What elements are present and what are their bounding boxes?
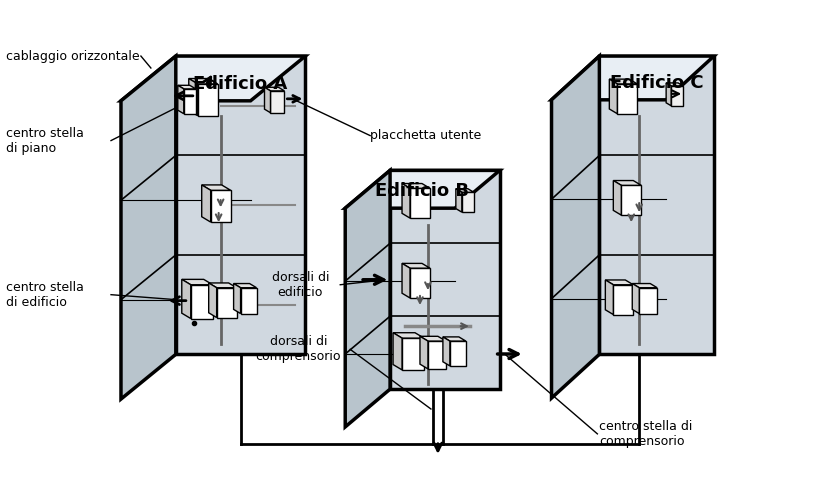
Polygon shape bbox=[606, 280, 633, 285]
Polygon shape bbox=[390, 171, 500, 389]
Polygon shape bbox=[202, 185, 230, 190]
Polygon shape bbox=[443, 337, 466, 341]
Text: centro stella di
comprensorio: centro stella di comprensorio bbox=[599, 420, 693, 448]
Polygon shape bbox=[609, 79, 637, 84]
Polygon shape bbox=[443, 337, 450, 366]
Polygon shape bbox=[462, 192, 474, 212]
Polygon shape bbox=[666, 83, 671, 106]
Polygon shape bbox=[271, 91, 285, 113]
Polygon shape bbox=[410, 188, 430, 218]
Polygon shape bbox=[188, 79, 217, 84]
Polygon shape bbox=[402, 338, 424, 370]
Polygon shape bbox=[402, 263, 430, 268]
Polygon shape bbox=[188, 79, 198, 116]
Text: Edificio B: Edificio B bbox=[375, 182, 469, 200]
Polygon shape bbox=[671, 86, 683, 106]
Polygon shape bbox=[184, 89, 196, 114]
Polygon shape bbox=[216, 288, 236, 318]
Polygon shape bbox=[345, 171, 500, 208]
Text: placchetta utente: placchetta utente bbox=[370, 129, 481, 142]
Text: Edificio C: Edificio C bbox=[610, 74, 704, 92]
Polygon shape bbox=[450, 341, 466, 366]
Polygon shape bbox=[456, 189, 474, 192]
Polygon shape bbox=[632, 284, 658, 288]
Text: cablaggio orizzontale: cablaggio orizzontale bbox=[7, 49, 140, 63]
Text: centro stella
di edificio: centro stella di edificio bbox=[7, 281, 84, 308]
Polygon shape bbox=[666, 83, 683, 86]
Polygon shape bbox=[609, 79, 617, 114]
Polygon shape bbox=[234, 284, 257, 288]
Polygon shape bbox=[121, 56, 305, 101]
Polygon shape bbox=[639, 288, 658, 314]
Text: centro stella
di piano: centro stella di piano bbox=[7, 126, 84, 155]
Polygon shape bbox=[178, 85, 184, 114]
Polygon shape bbox=[402, 263, 410, 298]
Polygon shape bbox=[617, 84, 637, 114]
Polygon shape bbox=[606, 280, 613, 315]
Polygon shape bbox=[428, 341, 446, 369]
Polygon shape bbox=[456, 189, 462, 212]
Polygon shape bbox=[264, 87, 271, 113]
Polygon shape bbox=[393, 333, 402, 370]
Polygon shape bbox=[613, 181, 641, 185]
Polygon shape bbox=[632, 284, 639, 314]
Polygon shape bbox=[621, 185, 641, 215]
Polygon shape bbox=[402, 183, 410, 218]
Text: Edificio A: Edificio A bbox=[193, 75, 288, 93]
Polygon shape bbox=[599, 56, 714, 354]
Polygon shape bbox=[551, 56, 599, 398]
Text: dorsali di
edificio: dorsali di edificio bbox=[272, 271, 329, 299]
Polygon shape bbox=[345, 171, 390, 427]
Polygon shape bbox=[211, 190, 230, 222]
Polygon shape bbox=[191, 285, 212, 319]
Polygon shape bbox=[176, 56, 305, 354]
Polygon shape bbox=[209, 283, 236, 288]
Polygon shape bbox=[613, 285, 633, 315]
Polygon shape bbox=[182, 279, 191, 319]
Polygon shape bbox=[393, 333, 424, 338]
Polygon shape bbox=[202, 185, 211, 222]
Polygon shape bbox=[420, 336, 428, 369]
Polygon shape bbox=[178, 85, 196, 89]
Polygon shape bbox=[551, 56, 714, 100]
Polygon shape bbox=[402, 183, 430, 188]
Polygon shape bbox=[410, 268, 430, 298]
Polygon shape bbox=[209, 283, 216, 318]
Text: dorsali di
comprensorio: dorsali di comprensorio bbox=[256, 335, 341, 364]
Polygon shape bbox=[182, 279, 212, 285]
Polygon shape bbox=[234, 284, 240, 314]
Polygon shape bbox=[613, 181, 621, 215]
Polygon shape bbox=[420, 336, 446, 341]
Polygon shape bbox=[121, 56, 176, 399]
Polygon shape bbox=[198, 84, 217, 116]
Polygon shape bbox=[240, 288, 257, 314]
Polygon shape bbox=[264, 87, 285, 91]
